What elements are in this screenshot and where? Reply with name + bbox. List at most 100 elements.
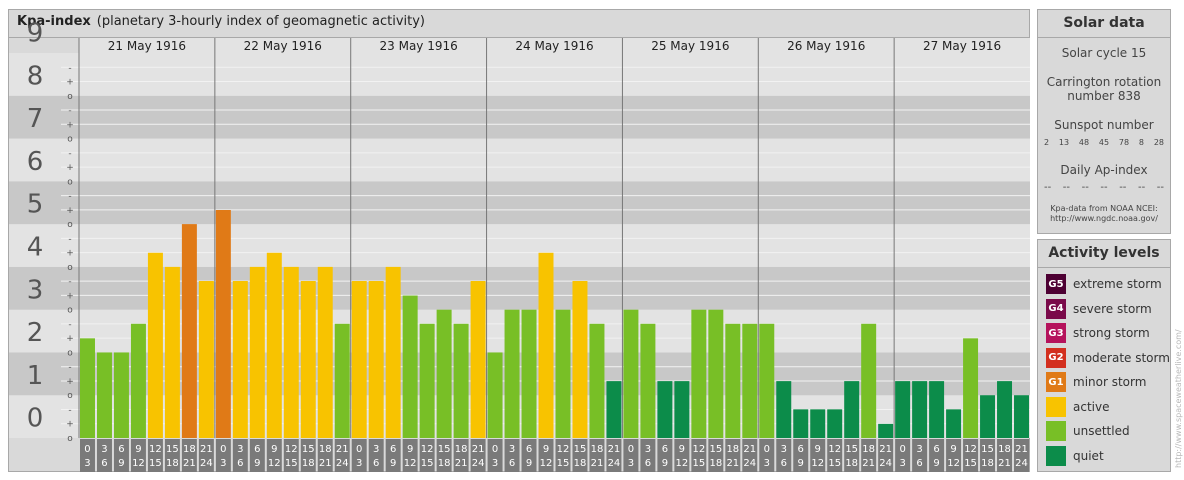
interval-end-label: 6	[916, 458, 922, 469]
sub-tick-label: o	[67, 177, 73, 187]
interval-start-label: 9	[543, 444, 549, 455]
day-header	[79, 38, 1030, 53]
interval-box	[742, 439, 758, 472]
kp-bar	[776, 381, 792, 438]
interval-start-label: 21	[608, 444, 621, 455]
kp-bar	[827, 409, 843, 438]
interval-end-label: 6	[373, 458, 379, 469]
kp-bar	[283, 266, 299, 438]
sub-tick-label: -	[68, 192, 71, 202]
interval-box	[572, 439, 588, 472]
interval-end-label: 15	[149, 458, 162, 469]
legend-swatch	[1046, 445, 1066, 466]
interval-box	[827, 439, 843, 472]
interval-end-label: 24	[200, 458, 213, 469]
interval-end-label: 18	[166, 458, 179, 469]
interval-start-label: 18	[319, 444, 332, 455]
sub-tick-label: -	[68, 63, 71, 73]
interval-end-label: 12	[947, 458, 960, 469]
interval-box	[266, 439, 282, 472]
interval-box	[385, 439, 401, 472]
sub-tick-label: +	[66, 206, 74, 216]
y-tick-label: 2	[27, 318, 44, 348]
kp-bar	[470, 281, 486, 438]
interval-end-label: 9	[254, 458, 260, 469]
interval-box	[300, 439, 316, 472]
kp-bar	[419, 323, 435, 438]
kp-bar	[946, 409, 962, 438]
interval-end-label: 3	[764, 458, 770, 469]
y-tick-label: 8	[27, 61, 44, 91]
interval-start-label: 15	[845, 444, 858, 455]
interval-start-label: 18	[591, 444, 604, 455]
kp-bar	[793, 409, 809, 438]
legend-label: moderate storm	[1073, 350, 1170, 365]
legend-label: active	[1073, 399, 1110, 414]
interval-end-label: 21	[183, 458, 196, 469]
kp-band	[9, 138, 1030, 182]
interval-start-label: 0	[356, 444, 362, 455]
interval-start-label: 12	[149, 444, 162, 455]
interval-end-label: 12	[675, 458, 688, 469]
kp-bar	[113, 352, 129, 438]
kp-bar	[759, 323, 775, 438]
interval-start-label: 21	[472, 444, 485, 455]
interval-end-label: 24	[879, 458, 892, 469]
legend-item: G5 extreme storm	[1046, 274, 1162, 294]
legend-swatch: G2	[1046, 347, 1066, 368]
sub-tick-label: o	[67, 434, 73, 444]
legend-swatch: G1	[1046, 372, 1066, 392]
y-tick-label: 9	[27, 19, 44, 49]
kp-bar	[674, 381, 690, 438]
interval-box	[164, 439, 180, 472]
watermark-text: http://www.spaceweatherlive.com/	[1174, 329, 1183, 468]
kp-bar	[96, 352, 112, 438]
sunspot-value: 48	[1078, 138, 1090, 147]
kp-bar	[385, 266, 401, 438]
interval-end-label: 3	[492, 458, 498, 469]
solar-title-bar: Solar data	[1038, 10, 1170, 38]
interval-start-label: 0	[764, 444, 770, 455]
interval-box	[555, 439, 571, 472]
interval-start-label: 21	[336, 444, 349, 455]
sub-tick-label: -	[68, 363, 71, 373]
kp-band	[9, 95, 1030, 139]
interval-start-label: 15	[166, 444, 179, 455]
y-tick-label: 5	[27, 190, 44, 220]
legend-label: minor storm	[1073, 375, 1147, 389]
interval-box	[980, 439, 996, 472]
interval-start-label: 0	[84, 444, 90, 455]
ap-values: -- -- -- -- -- -- --	[1044, 182, 1164, 193]
interval-end-label: 12	[268, 458, 281, 469]
interval-box	[640, 439, 656, 472]
kp-bar	[555, 309, 571, 438]
interval-start-label: 18	[726, 444, 739, 455]
interval-start-label: 9	[135, 444, 141, 455]
interval-start-label: 18	[862, 444, 875, 455]
interval-end-label: 18	[438, 458, 451, 469]
legend-swatch	[1046, 421, 1066, 441]
interval-start-label: 6	[798, 444, 804, 455]
interval-box	[470, 439, 486, 472]
interval-end-label: 9	[933, 458, 939, 469]
interval-end-label: 9	[798, 458, 804, 469]
interval-start-label: 3	[373, 444, 379, 455]
interval-box	[725, 439, 741, 472]
interval-box	[657, 439, 673, 472]
interval-box	[113, 439, 129, 472]
interval-box	[674, 439, 690, 472]
kpa-chart-panel: Kpa-index (planetary 3-hourly index of ge…	[8, 9, 1030, 472]
interval-end-label: 6	[509, 458, 515, 469]
interval-box	[334, 439, 350, 472]
kp-bar	[198, 281, 214, 438]
kp-bar	[334, 323, 350, 438]
interval-box	[198, 439, 214, 472]
interval-start-label: 9	[407, 444, 413, 455]
interval-end-label: 21	[862, 458, 875, 469]
interval-start-label: 3	[509, 444, 515, 455]
interval-end-label: 18	[845, 458, 858, 469]
interval-end-label: 15	[692, 458, 705, 469]
interval-end-label: 9	[662, 458, 668, 469]
ap-value: --	[1081, 182, 1089, 193]
interval-start-label: 15	[302, 444, 315, 455]
